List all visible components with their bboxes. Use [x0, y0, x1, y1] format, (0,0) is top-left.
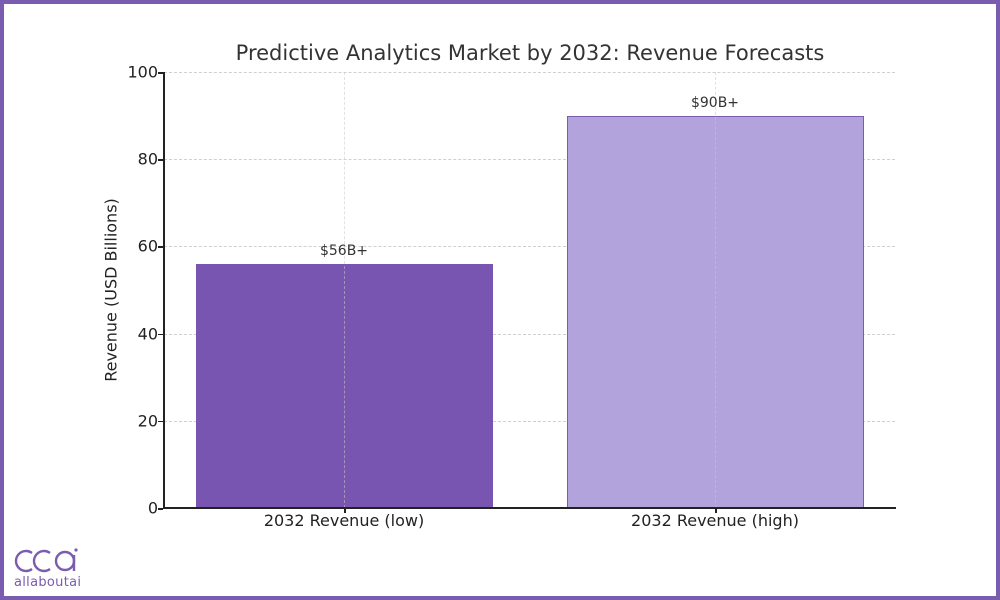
y-tick: [158, 508, 163, 510]
y-tick: [158, 72, 163, 74]
gridline-horizontal: [164, 72, 895, 73]
y-tick-label: 60: [137, 236, 158, 256]
gridline-horizontal: [164, 159, 895, 161]
allaboutai-logo-icon: [14, 548, 78, 573]
gridline-horizontal: [164, 246, 895, 248]
logo-text: allaboutai: [14, 575, 82, 590]
y-tick: [158, 159, 163, 161]
x-axis: [163, 507, 896, 509]
gridline-horizontal: [164, 333, 895, 335]
plot-area: [164, 72, 895, 508]
x-tick-label: 2032 Revenue (high): [631, 511, 799, 530]
y-tick-label: 40: [137, 324, 158, 344]
bar-value-label: $90B+: [690, 94, 740, 111]
y-tick-label: 100: [127, 62, 158, 82]
x-tick-label: 2032 Revenue (low): [263, 511, 425, 530]
y-axis: [163, 72, 165, 509]
x-tick: [715, 508, 717, 513]
y-tick: [158, 246, 163, 248]
y-tick-label: 80: [137, 149, 158, 169]
gridline-horizontal: [164, 420, 895, 422]
bar-value-label: $56B+: [319, 242, 369, 259]
x-tick: [344, 508, 346, 513]
gridline-vertical: [715, 72, 716, 508]
y-tick: [158, 333, 163, 336]
y-axis-label: Revenue (USD Billions): [101, 198, 121, 382]
y-tick-label: 0: [147, 498, 158, 518]
gridline-vertical: [344, 72, 345, 508]
y-tick-label: 20: [137, 411, 158, 431]
chart-title: Predictive Analytics Market by 2032: Rev…: [235, 41, 825, 65]
y-tick: [158, 420, 163, 423]
